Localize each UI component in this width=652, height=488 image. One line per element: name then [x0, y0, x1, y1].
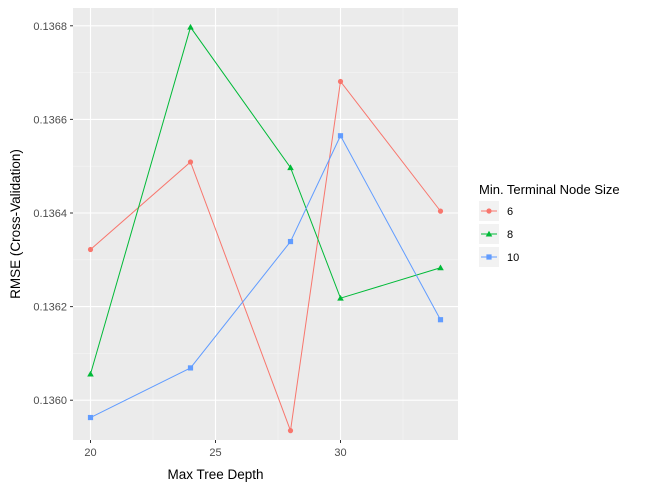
major-gridlines	[73, 8, 458, 440]
data-point-8	[337, 294, 344, 301]
series-points	[87, 23, 444, 434]
y-tick-label: 0.1364	[33, 208, 67, 220]
data-point-8	[437, 264, 444, 271]
legend-label-8: 8	[507, 229, 513, 241]
data-point-6	[437, 208, 444, 214]
legend: Min. Terminal Node Size 6 8 10	[479, 182, 620, 267]
legend-title: Min. Terminal Node Size	[479, 182, 620, 197]
y-axis-title: RMSE (Cross-Validation)	[8, 149, 23, 299]
legend-key-marker-6	[486, 208, 492, 214]
x-tick-label: 25	[209, 447, 221, 459]
y-tick-label: 0.1360	[33, 395, 67, 407]
y-tick-label: 0.1368	[33, 21, 67, 33]
x-axis: 20 25 30	[84, 440, 347, 459]
x-axis-title: Max Tree Depth	[167, 467, 263, 482]
legend-key-marker-8	[485, 230, 493, 237]
legend-key-marker-10	[486, 254, 492, 260]
data-point-6	[187, 159, 194, 165]
y-tick-label: 0.1366	[33, 114, 67, 126]
data-point-10	[287, 238, 294, 245]
y-tick-label: 0.1362	[33, 302, 67, 314]
data-point-6	[287, 428, 294, 434]
data-point-6	[87, 246, 94, 253]
data-point-6	[337, 78, 344, 85]
data-point-10	[337, 133, 344, 139]
data-point-10	[87, 414, 94, 421]
y-axis: 0.1360 0.1362 0.1364 0.1366 0.1368	[33, 21, 73, 407]
legend-label-10: 10	[507, 252, 519, 264]
legend-label-6: 6	[507, 206, 513, 218]
x-tick-label: 30	[334, 447, 346, 459]
data-point-8	[187, 23, 194, 30]
data-point-8	[87, 370, 94, 377]
x-tick-label: 20	[84, 447, 96, 459]
plot-panel	[73, 8, 458, 440]
data-point-10	[187, 365, 194, 371]
data-point-10	[437, 317, 444, 323]
minor-gridlines	[73, 8, 458, 440]
data-point-8	[287, 164, 294, 171]
